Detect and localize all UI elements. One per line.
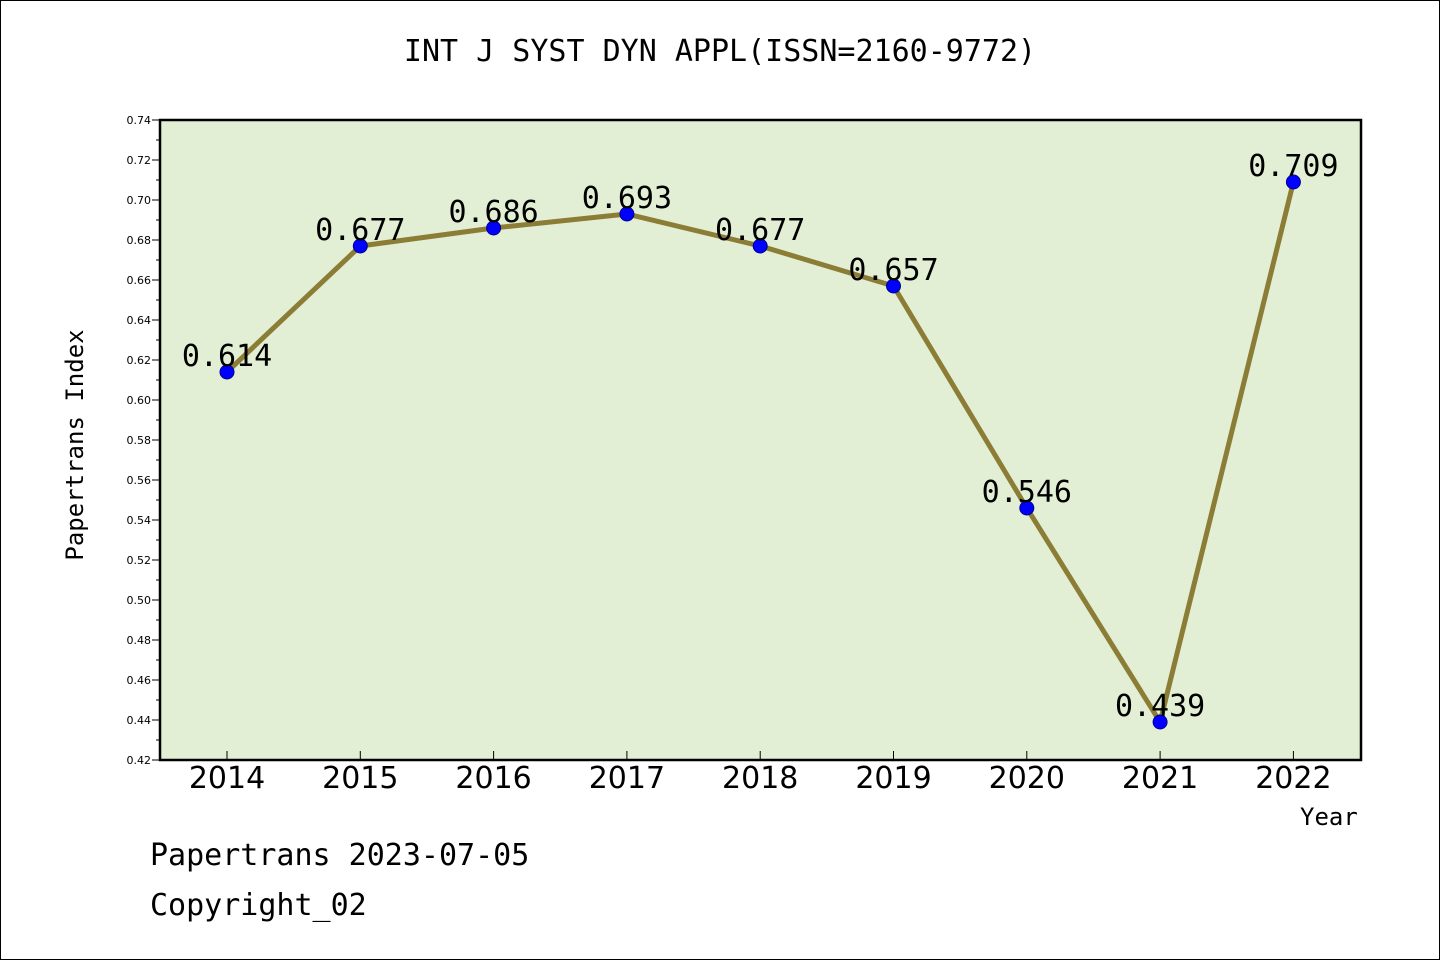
data-point — [352, 238, 368, 254]
x-tick-label: 2014 — [189, 761, 265, 796]
y-tick-label: 0.52 — [127, 554, 152, 567]
x-tick-label: 2021 — [1122, 761, 1198, 796]
y-tick-label: 0.50 — [127, 594, 152, 607]
y-tick-label: 0.54 — [127, 514, 152, 527]
x-tick-label: 2020 — [989, 761, 1065, 796]
data-point — [1285, 174, 1301, 190]
data-label: 0.686 — [448, 195, 538, 230]
y-tick-label: 0.44 — [127, 714, 152, 727]
data-label: 0.677 — [715, 213, 805, 248]
y-tick-label: 0.72 — [127, 154, 152, 167]
y-tick-label: 0.48 — [127, 634, 152, 647]
data-label: 0.709 — [1248, 149, 1338, 184]
data-point — [752, 238, 768, 254]
data-label: 0.546 — [982, 475, 1072, 510]
x-tick-label: 2018 — [722, 761, 798, 796]
data-label: 0.677 — [315, 213, 405, 248]
x-tick-label: 2019 — [855, 761, 931, 796]
data-label: 0.693 — [582, 181, 672, 216]
series-group: 0.614 0.677 0.686 0.693 0.677 0.657 0.546 0.439… — [182, 149, 1339, 730]
y-tick-label: 0.58 — [127, 434, 152, 447]
data-point — [619, 206, 635, 222]
footer-copyright: Copyright_02 — [150, 888, 367, 923]
y-tick-label: 0.68 — [127, 234, 152, 247]
x-tick-label: 2017 — [589, 761, 665, 796]
data-point — [1019, 500, 1035, 516]
y-axis: 0.42 0.44 0.46 0.48 0.50 0.52 0.54 0.56 0.58 0.60… — [127, 114, 160, 767]
data-point — [219, 364, 235, 380]
y-tick-label: 0.62 — [127, 354, 152, 367]
data-label: 0.439 — [1115, 689, 1205, 724]
data-label: 0.614 — [182, 339, 272, 374]
y-tick-label: 0.56 — [127, 474, 152, 487]
chart-title: INT J SYST DYN APPL(ISSN=2160-9772) — [403, 34, 1037, 69]
y-tick-label: 0.74 — [127, 114, 152, 127]
y-tick-label: 0.42 — [127, 754, 152, 767]
x-tick-label: 2015 — [322, 761, 398, 796]
y-tick-label: 0.66 — [127, 274, 152, 287]
y-tick-label: 0.64 — [127, 314, 152, 327]
x-tick-label: 2022 — [1255, 761, 1331, 796]
data-point — [1152, 714, 1168, 730]
y-tick-label: 0.46 — [127, 674, 152, 687]
plot-area — [160, 120, 1361, 760]
x-axis-label: Year — [1300, 803, 1358, 831]
x-tick-label: 2016 — [455, 761, 531, 796]
y-tick-label: 0.60 — [127, 394, 152, 407]
plot-border — [158, 118, 1363, 762]
footer-date: Papertrans 2023-07-05 — [150, 838, 530, 873]
data-label: 0.657 — [848, 253, 938, 288]
data-point — [486, 220, 502, 236]
x-axis: 2014 2015 2016 2017 2018 2019 2020 2021 2022 — [189, 751, 1332, 796]
data-point — [886, 278, 901, 294]
y-tick-label: 0.70 — [127, 194, 152, 207]
